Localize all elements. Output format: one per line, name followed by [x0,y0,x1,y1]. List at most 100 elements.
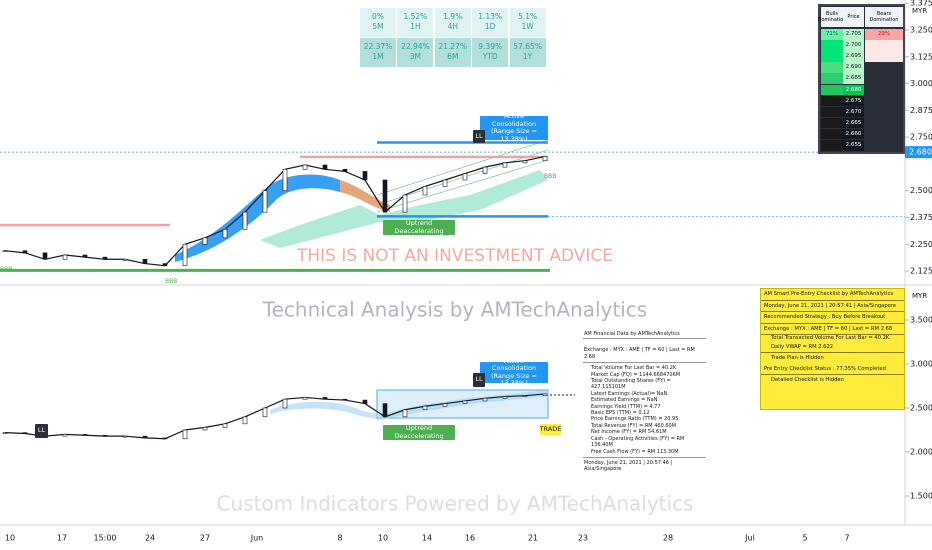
financial-lines: Total Volume For Last Bar = 40.2K Market … [583,363,706,458]
candle [202,237,208,245]
bears-cell [865,84,903,95]
axis-unit: MYR [912,292,927,300]
price-cell: 2.665 [843,117,864,129]
y-tick-label: 2.125 [910,267,932,276]
y-tick-label: 2.375 [910,213,932,222]
candle [442,403,448,407]
candle [362,171,368,181]
candle [322,164,328,170]
performance-cell: 9.39% YTD [472,38,509,67]
performance-value: 5.1% [518,12,538,21]
candle [122,435,128,438]
performance-period: 1H [410,22,421,31]
consolidation-label: Active Consolidation (Range Size = 13.38… [480,357,548,387]
bears-cell [865,128,903,140]
performance-period: 6M [447,52,459,61]
watermark: THIS IS NOT AN INVESTMENT ADVICE [296,246,613,266]
bbb-label: BBB [165,278,178,285]
x-tick-label: 27 [200,534,210,543]
performance-cell: 0% 5M [360,8,396,37]
candle [82,434,88,436]
checklist-line: AM Smart Pre-Entry Checklist by AMTechAn… [761,289,904,301]
current-price-tag [905,146,932,159]
x-tick-label: 21 [528,534,538,543]
financial-box: AM Financial Data by AMTechAnalytics Exch… [583,330,706,472]
bulls-cell [821,95,843,107]
candle [82,254,88,258]
performance-cell: 21.27% 6M [434,38,471,67]
checklist-line: Total Transacted Volume For Last Bar = 4… [771,335,890,341]
ll-label: LL [35,424,48,438]
y-tick-label: 3.250 [910,26,932,35]
checklist-line: Recommended Strategy : Buy Before Breako… [761,312,904,324]
candle [422,186,428,196]
candle [382,179,388,213]
trade-label: TRADE [540,424,561,435]
financial-line: Cash - Operating Activities (FY) = RM 13… [591,435,685,449]
candle [362,399,368,404]
candle [182,429,188,440]
bears-cell [865,106,903,118]
financial-line: Total Outstanding Shares (FY) = 427.1151… [591,378,671,391]
uptrend-label: Uptrend Deaccelerating [383,219,455,235]
y-tick-label: 2.875 [910,106,932,115]
performance-period: 1W [521,22,534,31]
performance-value: 9.39% [478,42,503,51]
domination-header: Price [843,7,864,27]
candle [2,250,8,253]
candle [262,407,268,418]
x-tick-label: 17 [57,534,67,543]
price-cell: 2.670 [843,106,864,118]
performance-value: 22.37% [363,42,393,51]
candle [462,400,468,404]
x-tick-label: 10 [5,534,15,543]
candle [522,160,528,164]
candle [442,179,448,187]
candle [42,252,48,260]
performance-value: 0% [372,12,384,21]
x-tick-label: 14 [422,534,432,543]
candle [22,432,28,434]
checklist-line: Monday, June 21, 2021 | 20:57:41 | Asia/… [761,301,904,312]
y-tick-label: 2.250 [910,240,932,249]
y-tick-label: 3.375 [910,0,932,8]
bulls-cell [821,140,843,151]
x-tick-label: Jun [250,534,264,543]
trend-band [340,180,390,212]
candle [502,162,508,168]
checklist-line: Daily VWAP = RM 2.622 [761,342,904,353]
y-tick-label: 2.500 [910,186,932,195]
x-tick-label: 8 [337,534,342,543]
financial-line: Free Cash Flow (FY) = RM 113.30M [591,448,679,455]
domination-header: Bulls Domination [818,7,847,27]
price-line [4,155,546,267]
consolidation-label: Active Consolidation (Range Size = 13.38… [480,112,548,142]
financial-line: Total Revenue (FY) = RM 460.60M [591,422,677,429]
y-tick-label: 2.750 [910,133,932,142]
candle [542,393,548,396]
candle [162,263,168,267]
y-tick-label: 3.000 [910,79,932,88]
uptrend-label: Uptrend Deaccelerating [383,424,455,440]
bulls-cell [821,73,843,84]
candle [62,254,68,260]
financial-title: AM Financial Data by AMTechAnalytics [583,330,706,340]
bulls-cell [821,51,843,62]
candle [402,409,408,418]
checklist-line: Trade Plan is Hidden [771,355,824,361]
performance-value: 21.27% [438,42,468,51]
watermark: Technical Analysis by AMTechAnalytics [262,298,647,322]
x-tick-label: 7 [844,534,849,543]
candle [502,396,508,399]
ll-label: LL [473,373,485,387]
price-cell: 2.680 [843,84,864,95]
candle [102,434,108,437]
candle [402,194,408,213]
candle [342,398,348,401]
financial-line: Basic EPS (TTM) = 0.12 [591,410,650,417]
candle [282,398,288,409]
performance-cell: 5.1% 1W [509,8,546,37]
performance-value: 1.13% [478,12,503,21]
